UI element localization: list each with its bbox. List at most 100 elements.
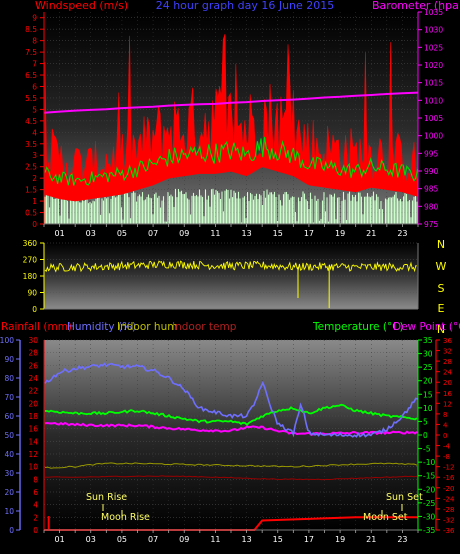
climate-x-tick-label: 21 xyxy=(366,535,376,544)
dir-tick-label: 0 xyxy=(32,305,37,314)
temp-tick-label: 35 xyxy=(423,336,433,345)
dir-tick-label: 180 xyxy=(23,272,38,281)
rain-tick-label: 28 xyxy=(28,349,38,358)
compass-letter: S xyxy=(438,282,445,295)
rain-tick-label: 8 xyxy=(33,475,38,484)
compass-letter: N xyxy=(437,323,445,336)
wind-tick-label: 5.5 xyxy=(25,94,37,103)
wind-tick-label: 8.5 xyxy=(25,25,37,34)
wind-tick-label: 7.5 xyxy=(25,48,37,57)
climate-x-tick-label: 19 xyxy=(335,535,345,544)
dew-tick-label: -28 xyxy=(443,506,454,514)
wind-tick-label: 0.5 xyxy=(25,209,37,218)
rain-tick-label: 6 xyxy=(33,488,38,497)
climate-x-tick-label: 09 xyxy=(179,535,189,544)
humidity-tick-label: 100 xyxy=(0,336,14,345)
temp-tick-label: -10 xyxy=(423,458,435,467)
wind-tick-label: 6 xyxy=(32,82,37,91)
temp-tick-label: 10 xyxy=(423,404,433,413)
compass-letter: W xyxy=(436,260,447,273)
baro-tick-label: 1015 xyxy=(424,79,443,88)
wind-min-bars xyxy=(44,188,418,224)
temp-tick-label: -5 xyxy=(423,445,431,454)
temp-tick-label: 15 xyxy=(423,390,433,399)
wind-x-tick-label: 21 xyxy=(366,229,376,238)
humidity-line xyxy=(44,362,418,438)
chart-title: 24 hour graph day 16 June 2015 xyxy=(156,0,335,12)
rain-tick-label: 2 xyxy=(33,513,38,522)
rain-tick-label: 10 xyxy=(28,463,38,472)
baro-tick-label: 995 xyxy=(424,149,439,158)
indoor-temp-line xyxy=(44,475,418,481)
wind-tick-label: 1.5 xyxy=(25,186,37,195)
baro-tick-label: 1035 xyxy=(424,8,443,17)
wind-avg-series xyxy=(44,136,419,186)
rain-tick-label: 12 xyxy=(28,450,38,459)
dew-tick-label: 8 xyxy=(443,411,447,419)
wind-tick-label: 3.5 xyxy=(25,140,37,149)
dew-tick-label: 24 xyxy=(443,369,452,377)
humidity-tick-label: 90 xyxy=(4,355,14,364)
wind-tick-label: 4 xyxy=(32,128,37,137)
wind-tick-label: 7 xyxy=(32,60,37,69)
dir-tick-label: 270 xyxy=(23,256,38,265)
direction-series xyxy=(44,260,418,309)
humidity-tick-label: 0 xyxy=(9,526,14,535)
temp-tick-label: -35 xyxy=(423,526,435,535)
temp-tick-label: 5 xyxy=(423,417,428,426)
barometer-axis-label: Barometer (hpa) xyxy=(372,0,460,12)
temperature-axis-label: Temperature (°C) xyxy=(312,321,404,333)
compass-letter: N xyxy=(437,238,445,251)
humidity-tick-label: 20 xyxy=(4,488,14,497)
rain-tick-label: 26 xyxy=(28,361,38,370)
baro-tick-label: 1020 xyxy=(424,61,443,70)
baro-tick-label: 985 xyxy=(424,185,439,194)
rain-tick-label: 18 xyxy=(28,412,38,421)
moon-set-label: Moon Set xyxy=(363,512,408,523)
baro-tick-label: 1010 xyxy=(424,96,443,105)
dew-tick-label: 16 xyxy=(443,390,452,398)
temp-tick-label: 20 xyxy=(423,377,433,386)
indoor-hum-line xyxy=(44,462,418,469)
climate-x-tick-label: 13 xyxy=(241,535,251,544)
rain-tick-label: 4 xyxy=(33,501,38,510)
climate-x-tick-label: 01 xyxy=(54,535,64,544)
rain-tick-label: 20 xyxy=(28,399,38,408)
climate-x-tick-label: 11 xyxy=(210,535,220,544)
wind-avg-line xyxy=(44,136,419,186)
dew-tick-label: -36 xyxy=(443,527,455,535)
wind-tick-label: 0 xyxy=(32,220,37,229)
wind-tick-label: 3 xyxy=(32,151,37,160)
wind-axis-label: Windspeed (m/s) xyxy=(35,0,128,12)
baro-tick-label: 1005 xyxy=(424,114,443,123)
humidity-tick-label: 30 xyxy=(4,469,14,478)
wind-x-tick-label: 01 xyxy=(54,229,64,238)
dew-tick-label: 0 xyxy=(443,432,447,440)
wind-tick-label: 2 xyxy=(32,174,37,183)
wind-x-tick-label: 05 xyxy=(117,229,127,238)
wind-x-tick-label: 09 xyxy=(179,229,189,238)
dew-tick-label: -8 xyxy=(443,453,450,461)
rain-tick-label: 30 xyxy=(28,336,38,345)
compass-letter: E xyxy=(438,302,445,315)
dew-tick-label: 4 xyxy=(443,421,448,429)
climate-x-ticks: 01 03 05 07 09 11 13 15 17 19 21 23 xyxy=(54,535,407,544)
sun-rise-label: Sun Rise xyxy=(86,492,127,503)
rain-tick-label: 22 xyxy=(28,387,38,396)
wind-tick-label: 9 xyxy=(32,14,37,23)
climate-x-tick-label: 23 xyxy=(397,535,407,544)
baro-tick-label: 975 xyxy=(424,220,439,229)
dir-tick-label: 90 xyxy=(27,289,37,298)
indoor-temp-label: Indoor temp xyxy=(172,321,237,333)
wind-tick-label: 2.5 xyxy=(25,163,37,172)
humidity-tick-label: 40 xyxy=(4,450,14,459)
barometer-series xyxy=(43,91,419,114)
dew-tick-label: 12 xyxy=(443,400,452,408)
rain-axis-label: Rainfall (mm) xyxy=(1,321,72,333)
climate-x-tick-label: 07 xyxy=(148,535,158,544)
rain-tick-label: 0 xyxy=(33,526,38,535)
baro-tick-label: 1025 xyxy=(424,43,443,52)
wind-tick-label: 6.5 xyxy=(25,71,37,80)
